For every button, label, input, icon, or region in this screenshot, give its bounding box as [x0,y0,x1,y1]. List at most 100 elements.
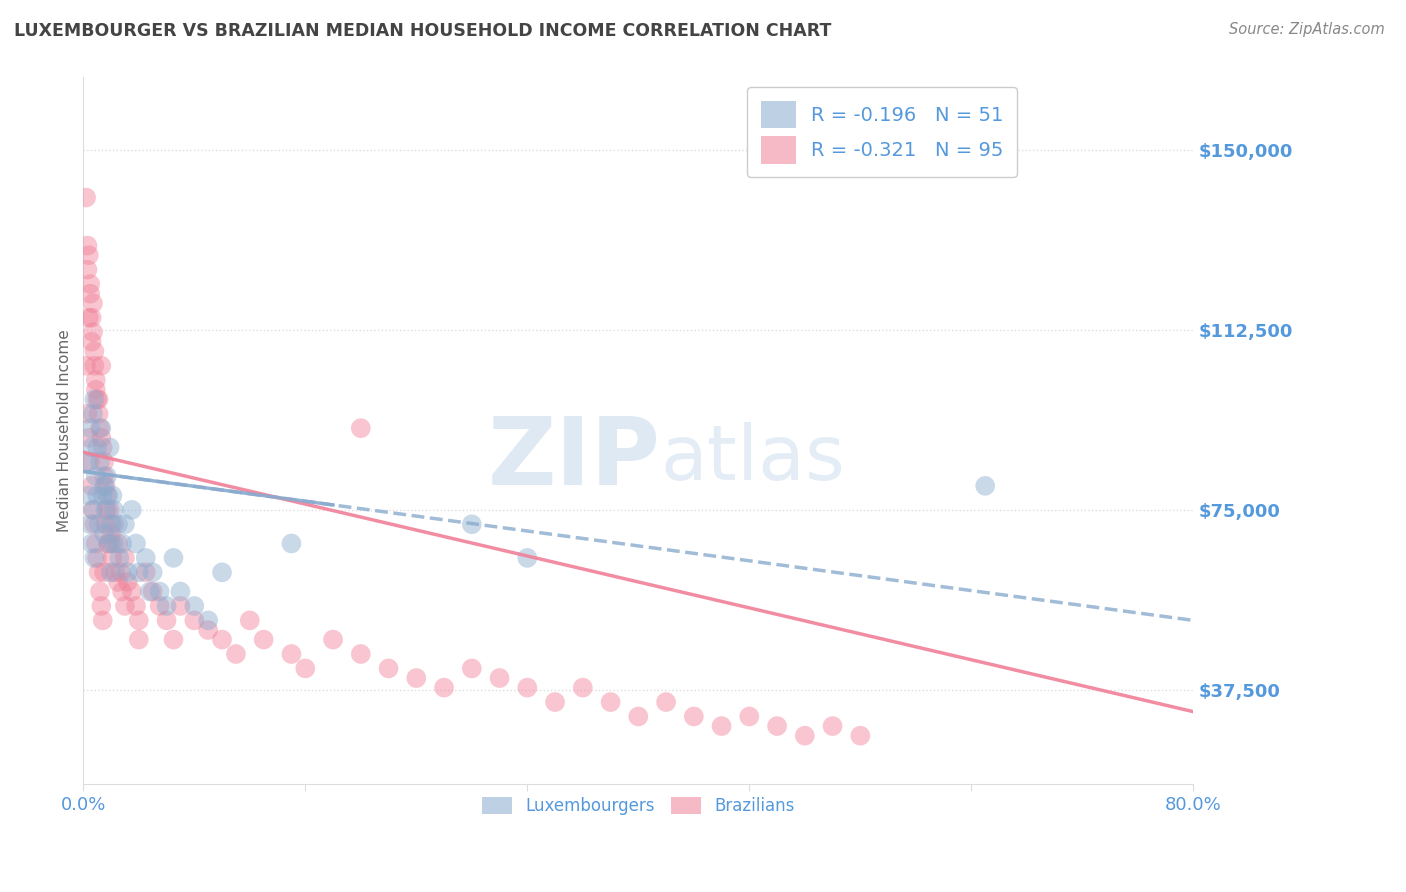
Point [77,310,100,325]
Point [83,344,105,359]
Point [76,262,98,277]
Y-axis label: Median Household Income: Median Household Income [58,329,72,532]
Point [82,407,104,421]
Point [97,536,120,550]
Point [253,632,276,647]
Point [974,479,997,493]
Point [80,334,103,349]
Point [135,550,157,565]
Point [83,517,105,532]
Point [86,392,108,407]
Point [84,383,107,397]
Point [90,421,112,435]
Point [710,719,733,733]
Point [91,441,114,455]
Point [89,421,111,435]
Point [76,455,98,469]
Point [627,709,650,723]
Point [82,325,104,339]
Point [155,599,177,613]
Point [128,613,150,627]
Point [103,503,125,517]
Point [94,479,117,493]
Point [82,503,104,517]
Point [93,455,115,469]
Point [162,550,184,565]
Point [86,441,108,455]
Point [655,695,678,709]
Text: Source: ZipAtlas.com: Source: ZipAtlas.com [1229,22,1385,37]
Point [87,517,110,532]
Point [239,613,262,627]
Point [114,550,136,565]
Point [93,469,115,483]
Point [79,455,101,469]
Point [75,359,97,373]
Point [738,709,761,723]
Point [89,584,111,599]
Point [211,632,233,647]
Point [121,584,143,599]
Point [103,517,125,532]
Point [80,441,103,455]
Point [128,566,150,580]
Point [103,536,125,550]
Point [86,550,108,565]
Point [114,599,136,613]
Point [516,550,538,565]
Point [90,431,112,445]
Point [87,566,110,580]
Point [100,527,122,541]
Point [101,550,124,565]
Point [544,695,567,709]
Point [98,503,121,517]
Point [139,584,162,599]
Point [110,566,132,580]
Point [377,661,399,675]
Point [461,517,484,532]
Text: LUXEMBOURGER VS BRAZILIAN MEDIAN HOUSEHOLD INCOME CORRELATION CHART: LUXEMBOURGER VS BRAZILIAN MEDIAN HOUSEHO… [14,22,831,40]
Point [91,613,114,627]
Point [211,566,233,580]
Point [280,647,302,661]
Point [97,536,120,550]
Point [76,238,98,252]
Point [155,613,177,627]
Point [280,536,302,550]
Point [197,623,219,637]
Point [86,488,108,502]
Point [83,550,105,565]
Point [82,296,104,310]
Text: ZIP: ZIP [488,413,661,505]
Point [766,719,789,733]
Point [117,574,139,589]
Point [97,488,120,502]
Point [83,392,105,407]
Point [433,681,456,695]
Point [100,536,122,550]
Point [77,488,100,502]
Point [79,277,101,291]
Point [599,695,621,709]
Point [84,469,107,483]
Point [101,488,124,502]
Point [169,584,191,599]
Point [849,729,872,743]
Point [225,647,247,661]
Point [94,517,117,532]
Point [93,527,115,541]
Point [108,550,131,565]
Point [149,599,172,613]
Point [294,661,316,675]
Point [87,407,110,421]
Point [96,488,118,502]
Point [77,431,100,445]
Point [350,421,373,435]
Point [90,599,112,613]
Text: atlas: atlas [661,422,845,496]
Point [142,584,165,599]
Point [111,584,134,599]
Point [82,503,104,517]
Point [128,632,150,647]
Point [461,661,484,675]
